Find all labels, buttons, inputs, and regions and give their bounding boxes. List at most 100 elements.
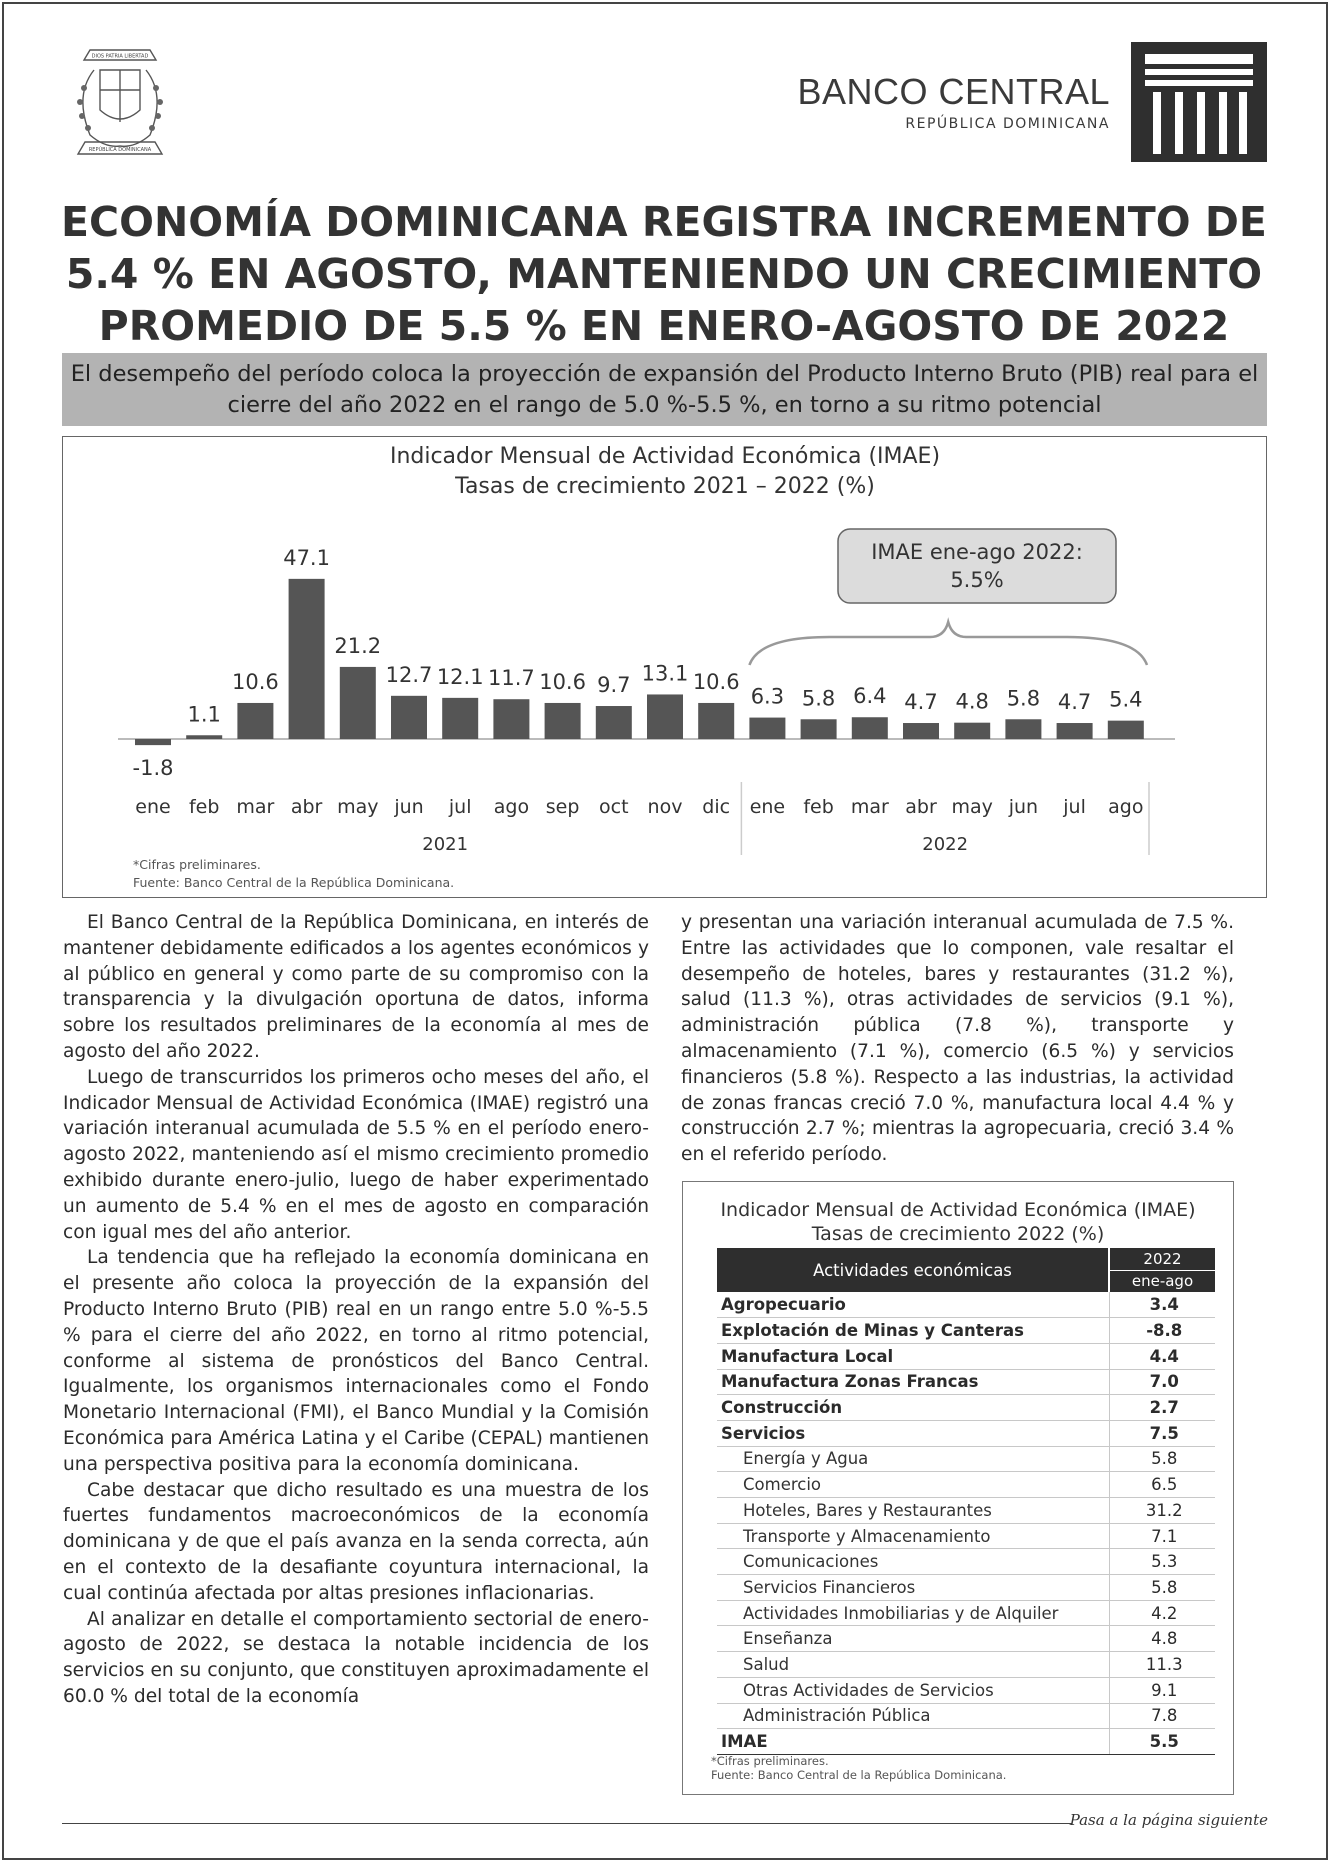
chart-tick-label: sep — [546, 796, 580, 818]
table-row-label: IMAE — [717, 1728, 1109, 1755]
chart-tick-label: jun — [393, 796, 423, 818]
chart-tick-label: nov — [648, 796, 683, 818]
table-row-value: 5.5 — [1108, 1728, 1215, 1755]
imae-chart-svg: Indicador Mensual de Actividad Económica… — [118, 444, 1175, 890]
chart-bar — [1056, 723, 1093, 739]
table-row-label: Enseñanza — [717, 1625, 1109, 1653]
table-row: Actividades Inmobiliarias y de Alquiler 4… — [717, 1600, 1215, 1627]
bank-subtitle: REPÚBLICA DOMINICANA — [905, 116, 1110, 132]
chart-tick-label: may — [337, 796, 378, 818]
chart-tick-label: abr — [905, 796, 937, 818]
chart-data-label: 47.1 — [283, 546, 330, 570]
chart-bar — [851, 717, 888, 739]
table-row: Servicios 7.5 — [717, 1420, 1215, 1447]
chart-data-label: 13.1 — [642, 661, 689, 685]
table-row: Servicios Financieros 5.8 — [717, 1574, 1215, 1601]
table-row-label: Manufactura Local — [717, 1343, 1109, 1370]
activities-table-box: Indicador Mensual de Actividad Económica… — [682, 1181, 1234, 1795]
chart-annotation-box — [837, 528, 1117, 604]
chart-data-label: 10.6 — [232, 670, 279, 694]
chart-brace — [748, 617, 1149, 666]
table-row: Energía y Agua 5.8 — [717, 1446, 1215, 1473]
chart-bar — [391, 695, 427, 739]
table-note-source: Fuente: Banco Central de la República Do… — [711, 1768, 1007, 1782]
table-row-label: Manufactura Zonas Francas — [717, 1369, 1109, 1396]
chart-tick-label: mar — [851, 796, 889, 818]
activities-table: Actividades económicas 2022 ene-ago Agro… — [717, 1248, 1215, 1755]
chart-title: Indicador Mensual de Actividad Económica… — [390, 444, 940, 469]
bank-logo-icon — [1131, 42, 1267, 162]
table-row-label: Actividades Inmobiliarias y de Alquiler — [717, 1600, 1109, 1627]
chart-data-label: 10.6 — [693, 670, 740, 694]
chart-bar — [442, 697, 479, 739]
chart-brace-hidden — [563, 626, 1167, 665]
chart-bar — [135, 739, 171, 746]
chart-data-label: 10.6 — [539, 670, 586, 694]
table-row: Agropecuario 3.4 — [717, 1292, 1215, 1319]
chart-data-label: 6.3 — [751, 685, 784, 709]
chart-bar — [544, 702, 581, 739]
chart-data-label: 4.7 — [1058, 690, 1091, 714]
table-row-value: 4.4 — [1108, 1343, 1215, 1370]
chart-tick-label: feb — [189, 796, 219, 818]
chart-data-label: 4.7 — [904, 690, 937, 714]
chart-annotation-line1: IMAE ene-ago 2022: — [871, 540, 1083, 564]
article-paragraph: Cabe destacar que dicho resultado es una… — [63, 1479, 649, 1604]
table-row-label: Explotación de Minas y Canteras — [717, 1317, 1109, 1344]
chart-data-label: 12.7 — [386, 663, 433, 687]
chart-data-label: 5.8 — [802, 686, 835, 710]
table-row-value: 2.7 — [1108, 1394, 1215, 1421]
chart-bar — [237, 702, 274, 739]
table-row-value: 5.8 — [1108, 1574, 1215, 1601]
chart-tick-label: ago — [1108, 796, 1143, 818]
table-row: Construcción 2.7 — [717, 1394, 1215, 1421]
table-row-value: 4.8 — [1108, 1625, 1215, 1653]
chart-bar — [698, 702, 735, 739]
chart-tick-label: ene — [135, 796, 170, 818]
table-row: IMAE 5.5 — [717, 1728, 1215, 1755]
table-row-value: 7.8 — [1108, 1703, 1215, 1730]
table-row-value: 6.5 — [1108, 1471, 1215, 1498]
chart-note-preliminary: *Cifras preliminares. — [133, 857, 261, 872]
table-row-value: 9.1 — [1108, 1677, 1215, 1704]
table-row-label: Construcción — [717, 1394, 1109, 1421]
chart-subtitle: Tasas de crecimiento 2021 – 2022 (%) — [454, 474, 875, 499]
chart-data-label: 4.8 — [955, 690, 988, 714]
chart-tick-label: may — [951, 796, 992, 818]
footer-rule — [62, 1823, 1072, 1824]
chart-tick-label: jun — [1008, 796, 1038, 818]
table-title: Indicador Mensual de Actividad Económica… — [720, 1199, 1196, 1221]
article-paragraph: Luego de transcurridos los primeros ocho… — [63, 1066, 649, 1243]
article-left-column: El Banco Central de la República Dominic… — [63, 910, 649, 1710]
table-row-label: Salud — [717, 1651, 1109, 1678]
chart-bar — [186, 735, 223, 739]
table-row-label: Transporte y Almacenamiento — [717, 1523, 1109, 1550]
seal-ribbon-top — [82, 49, 158, 61]
table-row-value: 7.0 — [1108, 1369, 1215, 1396]
chart-bar — [749, 717, 786, 739]
table-row: Transporte y Almacenamiento 7.1 — [717, 1523, 1215, 1550]
chart-tick-label: ene — [750, 796, 785, 818]
table-row-label: Otras Actividades de Servicios — [717, 1677, 1109, 1704]
table-body: Agropecuario 3.4 Explotación de Minas y Ca… — [717, 1292, 1215, 1755]
table-row: Administración Pública 7.8 — [717, 1703, 1215, 1730]
bank-name: BANCO CENTRAL — [797, 71, 1110, 112]
table-row-label: Comunicaciones — [717, 1548, 1109, 1576]
chart-tick-label: mar — [236, 796, 274, 818]
chart-bar — [1005, 719, 1042, 739]
imae-chart: Indicador Mensual de Actividad Económica… — [62, 436, 1267, 898]
table-header-activities: Actividades económicas — [717, 1248, 1109, 1292]
table-row-label: Servicios — [717, 1420, 1109, 1447]
article-paragraph: La tendencia que ha reflejado la economí… — [63, 1247, 649, 1475]
table-row-value: 4.2 — [1108, 1600, 1215, 1627]
table-row-value: 5.8 — [1108, 1446, 1215, 1473]
chart-bar — [595, 706, 632, 739]
table-row-value: 3.4 — [1108, 1292, 1215, 1319]
table-row-label: Agropecuario — [717, 1292, 1109, 1319]
coat-of-arms-seal: DIOS PATRIA LIBERTAD REPÚBLICA DOMINICAN… — [76, 49, 164, 155]
chart-bar — [800, 719, 837, 739]
table-row-value: -8.8 — [1108, 1317, 1215, 1344]
subheadline: El desempeño del período coloca la proye… — [62, 353, 1267, 426]
chart-note-source: Fuente: Banco Central de la República Do… — [133, 875, 454, 890]
